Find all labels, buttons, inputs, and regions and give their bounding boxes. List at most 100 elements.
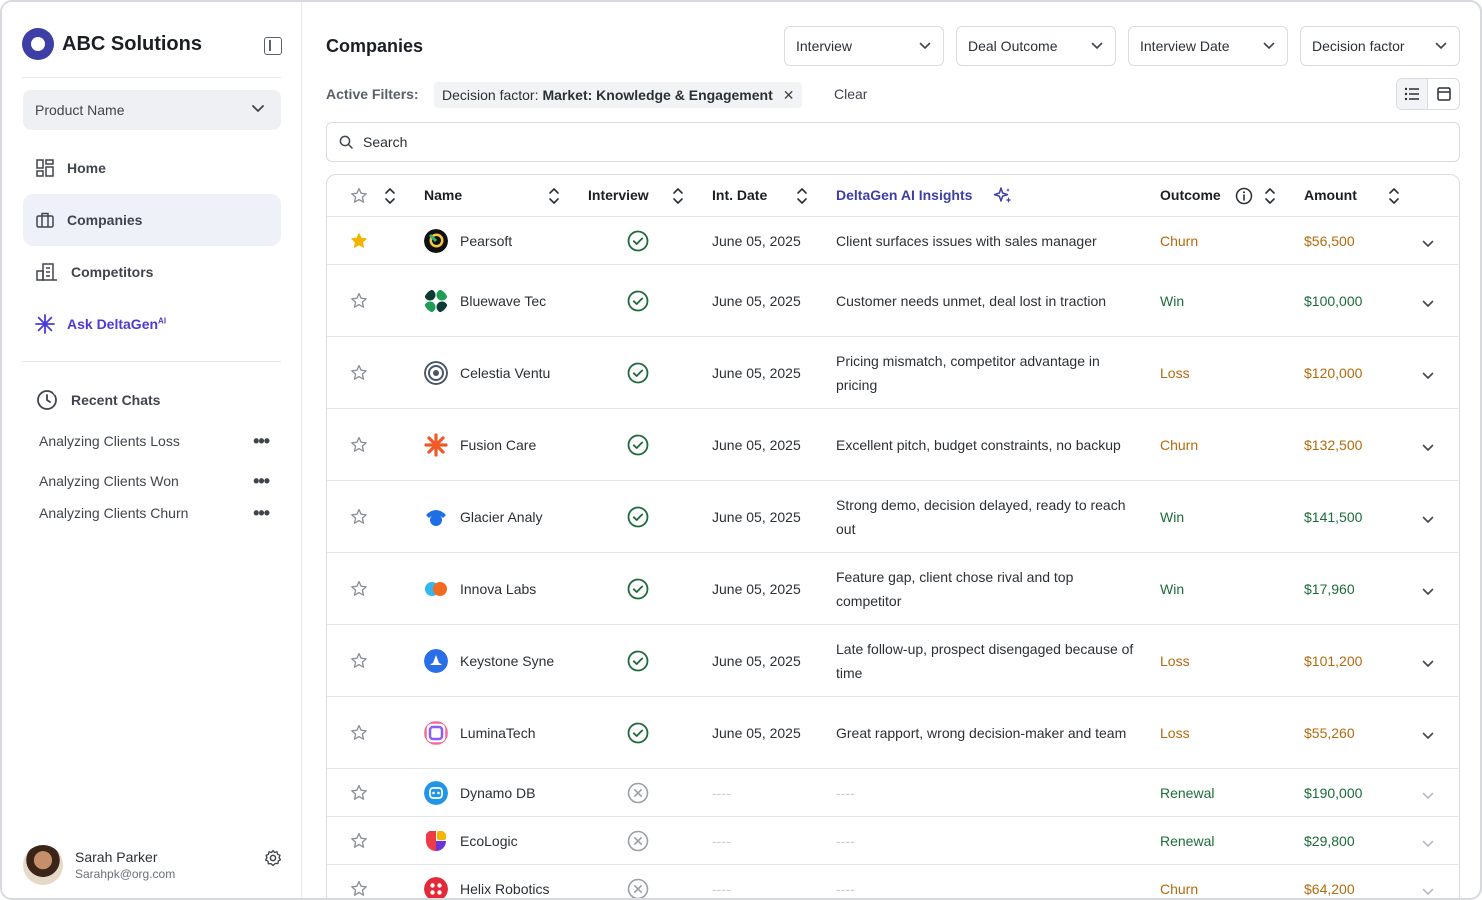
interview-date: ---- [712, 785, 731, 801]
chevron-down-icon[interactable] [1422, 788, 1434, 806]
info-icon[interactable] [1235, 187, 1253, 205]
gear-icon[interactable] [264, 849, 282, 867]
company-name-cell[interactable]: Pearsoft [424, 229, 512, 253]
table-header: Name Interview Int. Date DeltaGen AI Ins… [327, 175, 1459, 217]
divider [22, 77, 281, 78]
table-row[interactable]: Celestia Ventu June 05, 2025 Pricing misma… [327, 337, 1459, 409]
column-header-date[interactable]: Int. Date [712, 187, 768, 203]
interview-date: June 05, 2025 [712, 725, 801, 741]
chevron-down-icon[interactable] [1422, 368, 1434, 386]
sidebar-item-ask-deltagen[interactable]: Ask DeltaGenAI [23, 298, 281, 350]
column-header-amount[interactable]: Amount [1304, 187, 1357, 203]
company-name-cell[interactable]: Bluewave Tec [424, 289, 546, 313]
more-dots-icon[interactable]: ••• [253, 431, 270, 451]
sidebar-item-competitors[interactable]: Competitors [23, 246, 281, 298]
product-select[interactable]: Product Name [23, 90, 281, 130]
table-row[interactable]: Keystone Syne June 05, 2025 Late follow-up… [327, 625, 1459, 697]
chevron-down-icon[interactable] [1422, 884, 1434, 898]
outcome-label: Churn [1160, 437, 1199, 453]
chevron-down-icon[interactable] [1422, 584, 1434, 602]
ai-insight: ---- [836, 865, 1136, 898]
star-outline-icon[interactable] [350, 832, 368, 855]
more-dots-icon[interactable]: ••• [253, 503, 270, 523]
column-header-name[interactable]: Name [424, 187, 463, 203]
star-outline-icon[interactable] [350, 652, 368, 675]
sort-icon[interactable] [383, 187, 397, 205]
sidebar-collapse-icon[interactable] [264, 37, 282, 55]
company-name-cell[interactable]: LuminaTech [424, 721, 536, 745]
ai-insight: Feature gap, client chose rival and top … [836, 553, 1136, 625]
chevron-down-icon[interactable] [1422, 836, 1434, 854]
card-view-icon[interactable] [1428, 79, 1459, 109]
glacier-logo-icon [424, 505, 448, 529]
company-name-cell[interactable]: Celestia Ventu [424, 361, 550, 385]
company-name-cell[interactable]: Glacier Analy [424, 505, 542, 529]
star-outline-icon[interactable] [350, 436, 368, 459]
sort-icon[interactable] [795, 187, 809, 205]
chevron-down-icon[interactable] [1422, 236, 1434, 254]
filter-interview[interactable]: Interview [784, 26, 944, 66]
star-outline-icon[interactable] [350, 292, 368, 315]
table-row[interactable]: Pearsoft June 05, 2025 Client surfaces iss… [327, 217, 1459, 265]
sort-icon[interactable] [547, 187, 561, 205]
company-name-cell[interactable]: Keystone Syne [424, 649, 554, 673]
ai-insight: Strong demo, decision delayed, ready to … [836, 481, 1136, 553]
filter-decision-factor[interactable]: Decision factor [1300, 26, 1460, 66]
check-circle-icon [627, 578, 649, 605]
table-row[interactable]: Bluewave Tec June 05, 2025 Customer needs … [327, 265, 1459, 337]
star-outline-icon[interactable] [350, 784, 368, 807]
x-circle-icon [627, 878, 649, 898]
recent-chat-item[interactable]: Analyzing Clients Won ••• [39, 471, 270, 491]
star-outline-icon[interactable] [350, 724, 368, 747]
chevron-down-icon[interactable] [1422, 512, 1434, 530]
column-header-outcome[interactable]: Outcome [1160, 187, 1221, 203]
column-header-interview[interactable]: Interview [588, 187, 649, 203]
recent-chat-item[interactable]: Analyzing Clients Loss ••• [39, 431, 270, 451]
star-outline-icon[interactable] [350, 580, 368, 603]
filter-deal-outcome[interactable]: Deal Outcome [956, 26, 1116, 66]
company-name-cell[interactable]: EcoLogic [424, 829, 518, 853]
table-row[interactable]: Glacier Analy June 05, 2025 Strong demo, d… [327, 481, 1459, 553]
more-dots-icon[interactable]: ••• [253, 471, 270, 491]
star-outline-icon[interactable] [350, 364, 368, 387]
table-row[interactable]: Fusion Care June 05, 2025 Excellent pitch,… [327, 409, 1459, 481]
star-filled-icon[interactable] [350, 232, 368, 255]
chevron-down-icon[interactable] [1422, 440, 1434, 458]
sidebar: ABC Solutions Product Name Home Companie… [2, 2, 302, 898]
table-row[interactable]: Helix Robotics ---- ---- Churn $64,200 [327, 865, 1459, 898]
chevron-down-icon[interactable] [1422, 296, 1434, 314]
ai-insight-text: Great rapport, wrong decision-maker and … [836, 725, 1127, 741]
star-outline-icon[interactable] [350, 508, 368, 531]
user-profile[interactable]: Sarah Parker Sarahpk@org.com [23, 845, 175, 885]
table-row[interactable]: Dynamo DB ---- ---- Renewal $190,000 [327, 769, 1459, 817]
filter-interview-date[interactable]: Interview Date [1128, 26, 1288, 66]
chevron-down-icon[interactable] [1422, 728, 1434, 746]
list-view-icon[interactable] [1397, 79, 1429, 109]
company-name: EcoLogic [460, 833, 518, 849]
star-outline-icon[interactable] [350, 187, 368, 205]
chevron-down-icon[interactable] [1422, 656, 1434, 674]
table-row[interactable]: LuminaTech June 05, 2025 Great rapport, wr… [327, 697, 1459, 769]
sort-icon[interactable] [671, 187, 685, 205]
ai-sparkle-icon [993, 187, 1012, 203]
star-outline-icon[interactable] [350, 880, 368, 898]
company-name-cell[interactable]: Fusion Care [424, 433, 536, 457]
table-row[interactable]: EcoLogic ---- ---- Renewal $29,800 [327, 817, 1459, 865]
sidebar-item-home[interactable]: Home [23, 142, 281, 194]
luminatech-logo-icon [424, 721, 448, 745]
check-circle-icon [627, 362, 649, 389]
sort-icon[interactable] [1387, 187, 1401, 205]
company-name-cell[interactable]: Helix Robotics [424, 877, 549, 898]
company-name-cell[interactable]: Dynamo DB [424, 781, 535, 805]
search-input[interactable] [363, 134, 1363, 150]
sort-icon[interactable] [1263, 187, 1277, 205]
recent-chat-item[interactable]: Analyzing Clients Churn ••• [39, 503, 270, 523]
table-row[interactable]: Innova Labs June 05, 2025 Feature gap, cli… [327, 553, 1459, 625]
clear-filters-button[interactable]: Clear [834, 86, 868, 102]
close-icon[interactable]: ✕ [782, 86, 795, 103]
ai-insight-text: Feature gap, client chose rival and top … [836, 569, 1074, 609]
sidebar-item-companies[interactable]: Companies [23, 194, 281, 246]
interview-date: ---- [712, 881, 731, 897]
company-name-cell[interactable]: Innova Labs [424, 577, 536, 601]
